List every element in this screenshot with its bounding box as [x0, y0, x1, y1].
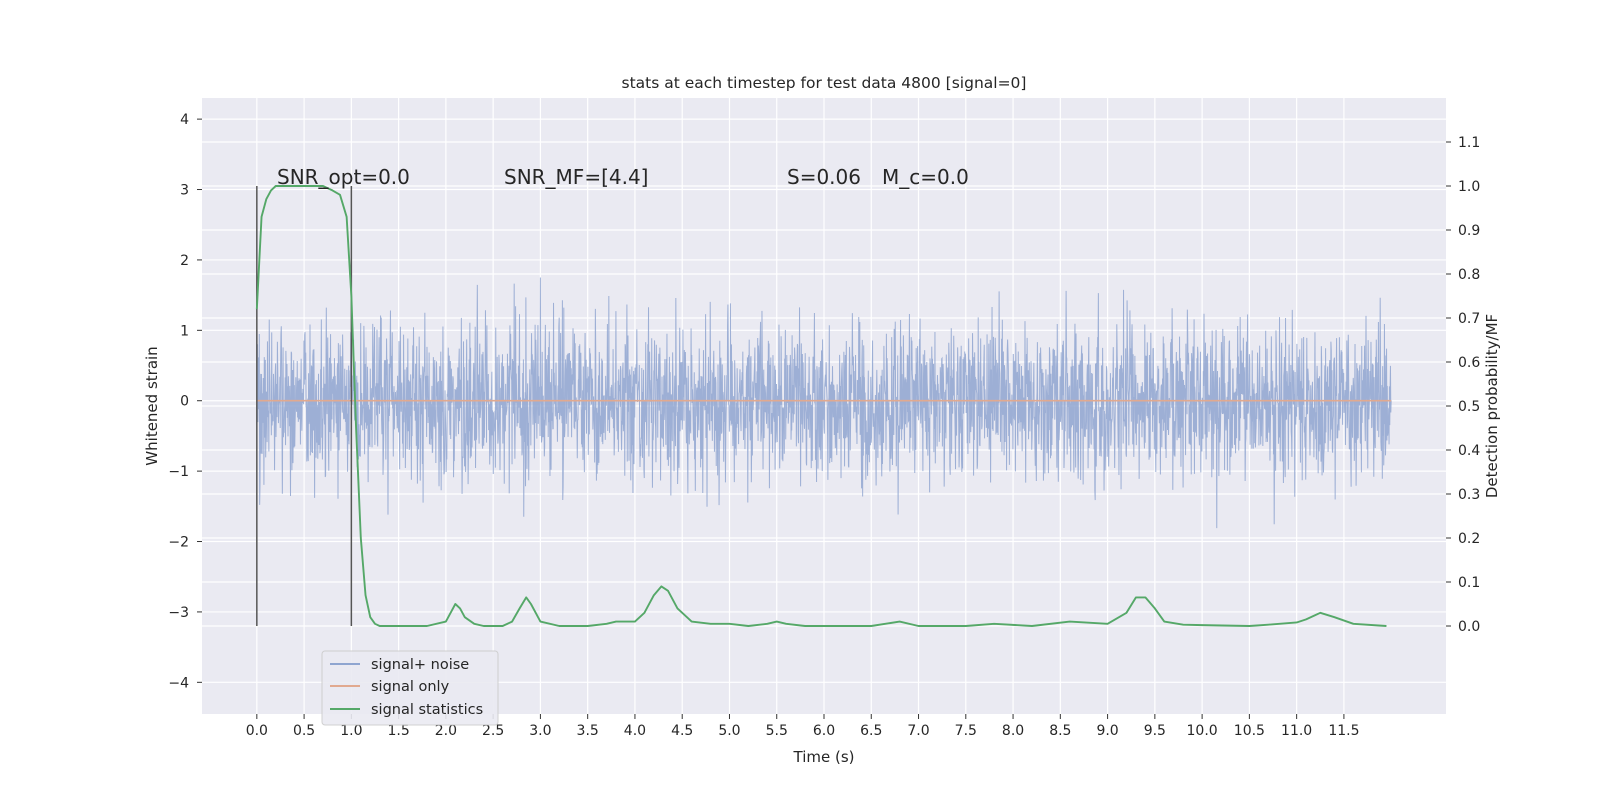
x-tick-label: 4.0	[624, 723, 646, 739]
x-tick-label: 4.5	[671, 723, 693, 739]
y-axis-left-ticks: 4 3 2 1 0 −1 −2 −3 −4	[168, 112, 202, 691]
line-series-group	[255, 185, 1392, 627]
x-tick-label: 9.5	[1144, 723, 1166, 739]
x-tick-label: 5.5	[766, 723, 788, 739]
x-axis-ticks: 0.0 0.5 1.0 1.5 2.0 2.5 3.0 3.5 4.0 4.5 5.0 5.5 6.0 6…	[246, 714, 1359, 739]
y-axis-right-ticks: 1.1 1.0 0.9 0.8 0.7 0.6 0.5 0.4 0.3 0.2 0.1 0.0	[1446, 135, 1480, 635]
y-left-tick-label: −2	[168, 535, 189, 551]
y-left-tick-label: 0	[180, 394, 189, 410]
x-tick-label: 7.0	[907, 723, 929, 739]
y-right-tick-label: 0.1	[1458, 575, 1480, 591]
chart-title: stats at each timestep for test data 480…	[622, 74, 1027, 92]
annotation-s: S=0.06	[787, 165, 861, 189]
y-left-tick-label: −3	[168, 605, 189, 621]
y-right-tick-label: 0.0	[1458, 619, 1480, 635]
x-tick-label: 10.5	[1234, 723, 1265, 739]
x-tick-label: 3.5	[577, 723, 599, 739]
y-axis-right-label: Detection probability/MF	[1483, 314, 1501, 498]
x-tick-label: 11.5	[1328, 723, 1359, 739]
legend-label-signal-only: signal only	[371, 679, 450, 695]
y-right-tick-label: 0.7	[1458, 311, 1480, 327]
x-tick-label: 11.0	[1281, 723, 1312, 739]
y-left-tick-label: −4	[168, 675, 189, 691]
legend-label-signal-noise: signal+ noise	[371, 657, 469, 673]
y-left-tick-label: 3	[180, 183, 189, 199]
annotation-mc: M_c=0.0	[882, 165, 969, 189]
x-tick-label: 9.0	[1096, 723, 1118, 739]
x-tick-label: 3.0	[529, 723, 551, 739]
signal-noise-line	[256, 277, 1392, 529]
y-right-tick-label: 0.5	[1458, 399, 1480, 415]
x-tick-label: 6.0	[813, 723, 835, 739]
annotation-snr-opt: SNR_opt=0.0	[277, 165, 410, 189]
annotation-snr-mf: SNR_MF=[4.4]	[504, 165, 648, 189]
y-right-tick-label: 0.6	[1458, 355, 1480, 371]
x-tick-label: 2.5	[482, 723, 504, 739]
x-tick-label: 1.5	[387, 723, 409, 739]
x-tick-label: 8.5	[1049, 723, 1071, 739]
signal-statistics-line	[255, 185, 1387, 627]
x-tick-label: 0.0	[246, 723, 268, 739]
legend: signal+ noise signal only signal statist…	[321, 650, 499, 726]
x-tick-label: 7.5	[955, 723, 977, 739]
x-tick-label: 2.0	[435, 723, 457, 739]
y-right-tick-label: 0.8	[1458, 267, 1480, 283]
y-left-tick-label: 1	[180, 323, 189, 339]
legend-box	[321, 650, 499, 726]
y-right-tick-label: 0.2	[1458, 531, 1480, 547]
x-axis-label: Time (s)	[793, 748, 855, 766]
signal-plus-noise-series	[256, 277, 1392, 529]
y-right-tick-label: 0.9	[1458, 223, 1480, 239]
legend-label-signal-statistics: signal statistics	[371, 702, 483, 718]
y-right-tick-label: 0.4	[1458, 443, 1480, 459]
x-tick-label: 0.5	[293, 723, 315, 739]
y-right-tick-label: 0.3	[1458, 487, 1480, 503]
y-left-tick-label: −1	[168, 464, 189, 480]
y-left-tick-label: 4	[180, 112, 189, 128]
y-left-tick-label: 2	[180, 253, 189, 269]
x-tick-label: 8.0	[1002, 723, 1024, 739]
x-tick-label: 1.0	[340, 723, 362, 739]
y-right-tick-label: 1.0	[1458, 179, 1480, 195]
x-tick-label: 6.5	[860, 723, 882, 739]
y-right-tick-label: 1.1	[1458, 135, 1480, 151]
y-axis-left-label: Whitened strain	[143, 346, 161, 465]
x-tick-label: 10.0	[1187, 723, 1218, 739]
x-tick-label: 5.0	[718, 723, 740, 739]
